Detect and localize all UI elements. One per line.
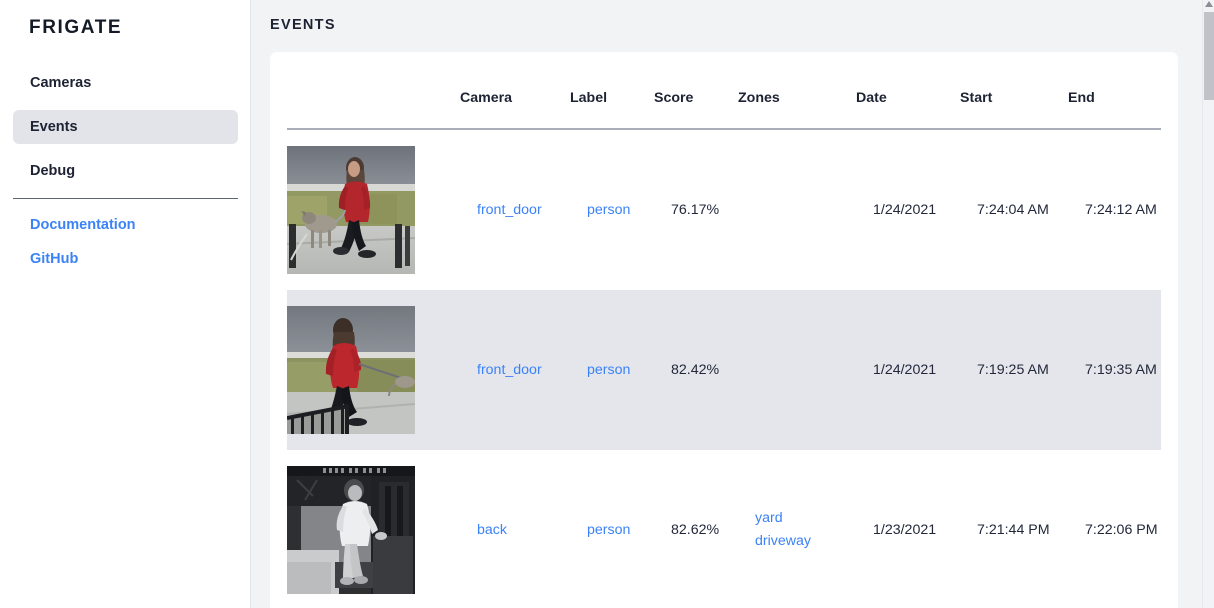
table-row[interactable]: back person 82.62% yard driveway 1/23/20…	[287, 450, 1161, 608]
cell-start: 7:24:04 AM	[977, 202, 1049, 218]
cell-date: 1/24/2021	[873, 202, 937, 218]
vertical-scrollbar-track[interactable]	[1202, 0, 1214, 608]
table-row[interactable]: front_door person 82.42% 1/24/2021 7:19:…	[287, 290, 1161, 450]
main-content: EVENTS Camera Label Score Zones Date Sta…	[251, 0, 1214, 608]
cell-end: 7:24:12 AM	[1085, 202, 1157, 218]
cell-end: 7:19:35 AM	[1085, 362, 1157, 378]
app-brand-title: FRIGATE	[29, 17, 123, 38]
event-thumbnail[interactable]	[287, 306, 415, 434]
sidebar-item-label: Cameras	[30, 75, 92, 91]
events-table: Camera Label Score Zones Date Start End	[270, 52, 1178, 594]
column-header-end[interactable]: End	[1068, 90, 1095, 106]
table-header-divider	[287, 128, 1161, 130]
cell-date: 1/23/2021	[873, 522, 937, 538]
column-header-start[interactable]: Start	[960, 90, 993, 106]
cell-start: 7:21:44 PM	[977, 522, 1050, 538]
table-body: front_door person 76.17% 1/24/2021 7:24:…	[270, 130, 1178, 608]
events-card: Camera Label Score Zones Date Start End	[270, 52, 1178, 608]
zone-tag[interactable]: driveway	[755, 533, 811, 549]
cell-zones: yard driveway	[755, 507, 811, 553]
cell-label[interactable]: person	[587, 362, 631, 378]
cell-camera[interactable]: back	[477, 522, 507, 538]
sidebar-link-documentation[interactable]: Documentation	[13, 208, 238, 242]
cell-label[interactable]: person	[587, 202, 631, 218]
page-title: EVENTS	[270, 17, 336, 33]
cell-camera[interactable]: front_door	[477, 362, 542, 378]
event-thumbnail[interactable]	[287, 146, 415, 274]
column-header-zones[interactable]: Zones	[738, 90, 780, 106]
sidebar-item-cameras[interactable]: Cameras	[13, 66, 238, 100]
column-header-score[interactable]: Score	[654, 90, 694, 106]
zone-tag[interactable]: yard	[755, 510, 783, 526]
column-header-label[interactable]: Label	[570, 90, 608, 106]
cell-camera[interactable]: front_door	[477, 202, 542, 218]
sidebar: FRIGATE Cameras Events Debug Documentati…	[0, 0, 251, 608]
sidebar-link-label: GitHub	[30, 251, 79, 267]
sidebar-item-label: Debug	[30, 163, 76, 179]
cell-score: 82.62%	[671, 522, 720, 538]
sidebar-item-debug[interactable]: Debug	[13, 154, 238, 188]
sidebar-link-label: Documentation	[30, 217, 136, 233]
sidebar-divider	[13, 198, 238, 199]
table-row[interactable]: front_door person 76.17% 1/24/2021 7:24:…	[287, 130, 1161, 290]
cell-score: 76.17%	[671, 202, 720, 218]
sidebar-item-label: Events	[30, 119, 78, 135]
sidebar-nav: Cameras Events Debug Documentation GitHu…	[0, 66, 251, 276]
column-header-camera[interactable]: Camera	[460, 90, 513, 106]
cell-label[interactable]: person	[587, 522, 631, 538]
cell-score: 82.42%	[671, 362, 720, 378]
cell-end: 7:22:06 PM	[1085, 522, 1158, 538]
table-header-row: Camera Label Score Zones Date Start End	[270, 52, 1178, 128]
column-header-date[interactable]: Date	[856, 90, 887, 106]
cell-start: 7:19:25 AM	[977, 362, 1049, 378]
scroll-up-arrow-icon[interactable]	[1205, 1, 1213, 7]
sidebar-external-links: Documentation GitHub	[0, 208, 251, 276]
cell-date: 1/24/2021	[873, 362, 937, 378]
sidebar-item-events[interactable]: Events	[13, 110, 238, 144]
sidebar-link-github[interactable]: GitHub	[13, 242, 238, 276]
vertical-scrollbar-thumb[interactable]	[1204, 12, 1214, 100]
event-thumbnail[interactable]	[287, 466, 415, 594]
